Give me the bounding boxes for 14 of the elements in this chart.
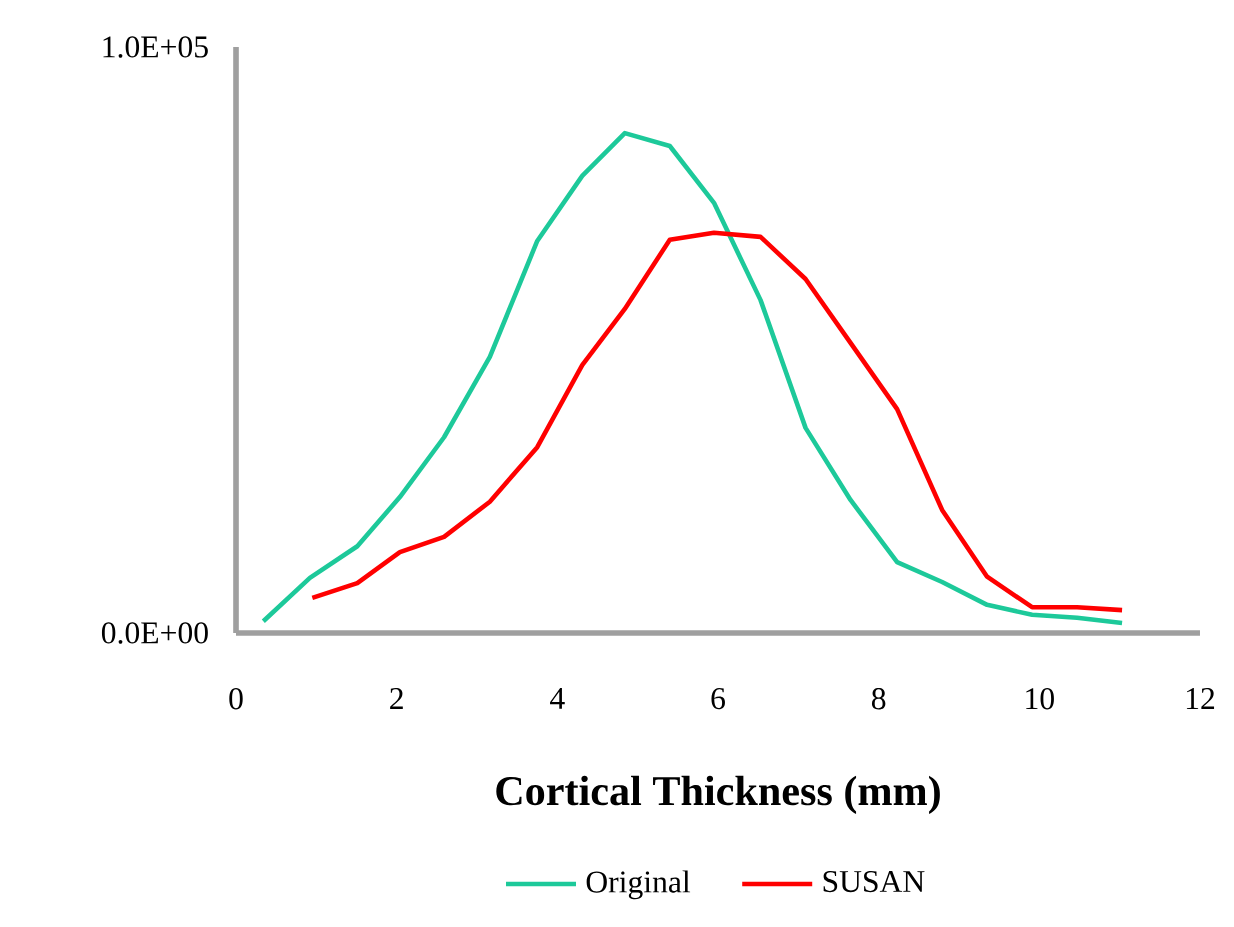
line-series (310, 230, 1125, 613)
legend-label: SUSAN (823, 870, 925, 893)
x-tick-label: 8 (871, 688, 886, 710)
y-tick-label: 0.0E+00 (101, 622, 208, 644)
legend-label: Original (586, 870, 691, 900)
x-tick-label: 0 (229, 688, 243, 710)
line-series (261, 130, 1125, 626)
x-tick-label: 2 (390, 688, 403, 709)
x-tick-label: 12 (1186, 688, 1215, 709)
x-tick-label: 6 (711, 688, 725, 710)
y-tick-label: 1.0E+05 (103, 36, 208, 58)
x-tick-label: 4 (550, 688, 565, 709)
x-tick-label: 10 (1026, 688, 1054, 710)
x-axis-title: Cortical Thickness (mm) (496, 775, 940, 814)
